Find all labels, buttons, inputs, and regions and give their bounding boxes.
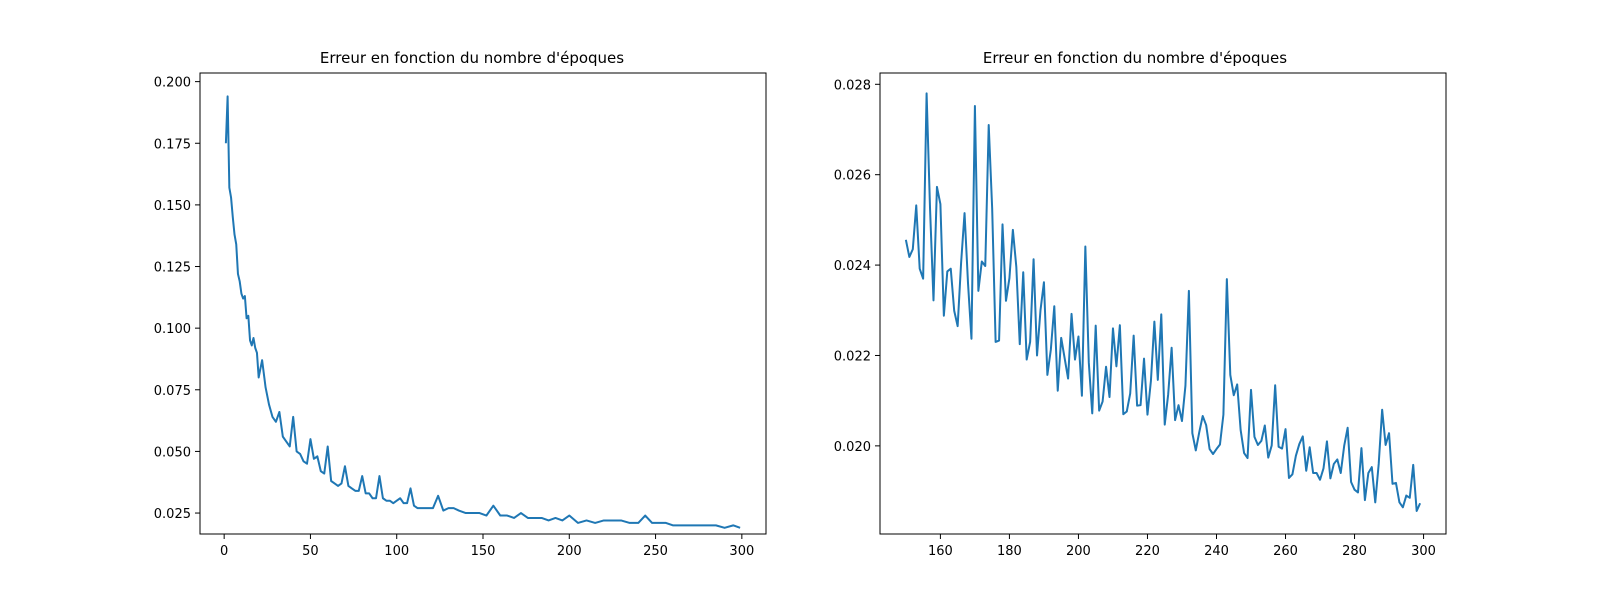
right-x-tick-label: 260 (1273, 544, 1298, 559)
left-chart-plot: 0 50 100 150 200 250 300 0.025 0.050 0.075 0.100 0.… (154, 72, 767, 559)
left-y-tick-label: 0.200 (154, 76, 191, 91)
right-x-tick-label: 200 (1066, 544, 1091, 559)
left-x-tick-label: 150 (471, 544, 496, 559)
left-y-tick-label: 0.075 (154, 384, 191, 399)
right-x-tick-label: 240 (1204, 544, 1229, 559)
left-chart-panel: Erreur en fonction du nombre d'époques 0… (154, 49, 767, 559)
right-axes-frame (879, 72, 1447, 535)
left-y-tick-label: 0.050 (154, 445, 191, 460)
left-y-tick-label: 0.100 (154, 322, 191, 337)
right-x-tick-label: 220 (1135, 544, 1160, 559)
right-x-tick-label: 280 (1342, 544, 1367, 559)
left-y-tick-label: 0.025 (154, 507, 191, 522)
left-x-tick-label: 300 (729, 544, 754, 559)
right-y-tick-label: 0.020 (834, 440, 871, 455)
left-y-tick-label: 0.125 (154, 261, 191, 276)
right-chart-panel: Erreur en fonction du nombre d'époques 1… (834, 49, 1447, 559)
left-x-tick-label: 200 (557, 544, 582, 559)
right-chart-plot: 160 180 200 220 240 260 280 300 0.020 0.022 0.024 0… (834, 72, 1447, 559)
right-y-tick-label: 0.024 (834, 259, 871, 274)
left-x-tick-label: 0 (220, 544, 228, 559)
right-y-tick-label: 0.026 (834, 169, 871, 184)
left-x-tick-label: 100 (384, 544, 409, 559)
left-axes-frame (199, 72, 767, 535)
right-x-tick-label: 180 (997, 544, 1022, 559)
left-chart-title: Erreur en fonction du nombre d'époques (320, 49, 624, 67)
right-x-tick-label: 160 (928, 544, 953, 559)
right-chart-title: Erreur en fonction du nombre d'époques (983, 49, 1287, 67)
left-x-tick-label: 50 (302, 544, 319, 559)
right-y-tick-label: 0.028 (834, 78, 871, 93)
right-x-tick-label: 300 (1411, 544, 1436, 559)
right-y-tick-label: 0.022 (834, 349, 871, 364)
left-y-tick-label: 0.175 (154, 137, 191, 152)
left-series-line-0 (224, 95, 741, 529)
left-y-tick-label: 0.150 (154, 199, 191, 214)
right-series-line-0 (904, 92, 1422, 512)
left-x-tick-label: 250 (643, 544, 668, 559)
